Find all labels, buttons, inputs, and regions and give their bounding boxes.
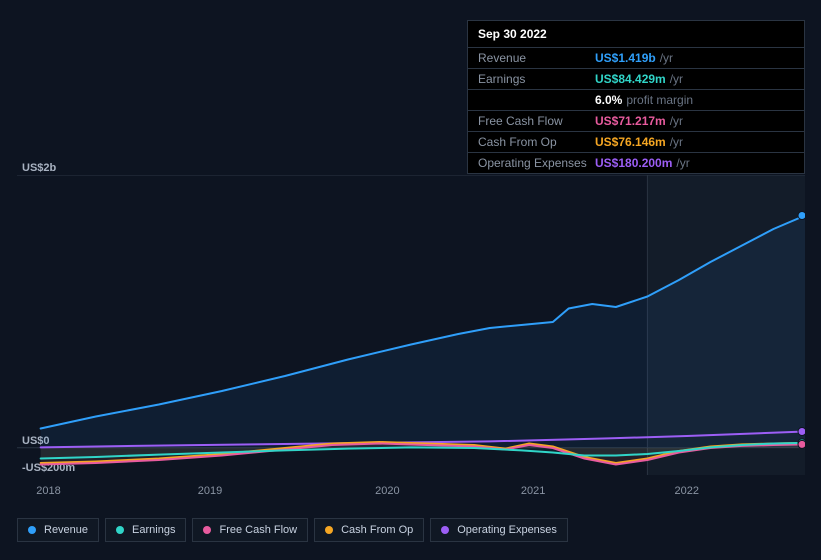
tooltip-value-wrap: US$1.419b/yr <box>595 51 673 65</box>
tooltip-row: 6.0% profit margin <box>468 90 804 111</box>
line-chart[interactable] <box>17 175 805 475</box>
tooltip-value-wrap: US$71.217m/yr <box>595 114 683 128</box>
tooltip-label: Cash From Op <box>478 135 595 149</box>
legend-label: Revenue <box>44 524 88 536</box>
legend-item[interactable]: Revenue <box>17 518 99 542</box>
tooltip-rows: RevenueUS$1.419b/yrEarningsUS$84.429m/yr… <box>468 48 804 173</box>
tooltip-label: Operating Expenses <box>478 156 595 170</box>
legend-label: Cash From Op <box>341 524 413 536</box>
tooltip-row: Free Cash FlowUS$71.217m/yr <box>468 111 804 132</box>
tooltip-value: US$76.146m <box>595 135 666 149</box>
legend-item[interactable]: Earnings <box>105 518 186 542</box>
legend-item[interactable]: Free Cash Flow <box>192 518 308 542</box>
tooltip-unit: /yr <box>670 114 683 128</box>
x-axis-labels: 2018 2019 2020 2021 2022 <box>17 485 805 505</box>
tooltip-value: US$84.429m <box>595 72 666 86</box>
tooltip-row: Operating ExpensesUS$180.200m/yr <box>468 153 804 173</box>
tooltip-unit: /yr <box>660 51 673 65</box>
tooltip-extra-value: 6.0% <box>595 93 622 107</box>
tooltip-row: EarningsUS$84.429m/yr <box>468 69 804 90</box>
legend-dot-icon <box>28 526 36 534</box>
legend-item[interactable]: Operating Expenses <box>430 518 568 542</box>
tooltip-value: US$71.217m <box>595 114 666 128</box>
tooltip-value-wrap: US$180.200m/yr <box>595 156 690 170</box>
legend-dot-icon <box>441 526 449 534</box>
tooltip-row: Cash From OpUS$76.146m/yr <box>468 132 804 153</box>
legend-label: Operating Expenses <box>457 524 557 536</box>
tooltip-value-wrap: US$84.429m/yr <box>595 72 683 86</box>
hover-tooltip: Sep 30 2022 RevenueUS$1.419b/yrEarningsU… <box>467 20 805 174</box>
tooltip-unit: /yr <box>676 156 689 170</box>
legend-dot-icon <box>325 526 333 534</box>
legend-label: Free Cash Flow <box>219 524 297 536</box>
x-axis-label: 2019 <box>198 485 222 497</box>
tooltip-value-wrap: US$76.146m/yr <box>595 135 683 149</box>
tooltip-label: Free Cash Flow <box>478 114 595 128</box>
tooltip-value: US$180.200m <box>595 156 672 170</box>
legend-dot-icon <box>116 526 124 534</box>
x-axis-label: 2020 <box>375 485 399 497</box>
chart-area: US$2bUS$0-US$200m <box>17 160 805 480</box>
legend-dot-icon <box>203 526 211 534</box>
tooltip-extra-unit: profit margin <box>626 93 693 107</box>
legend-item[interactable]: Cash From Op <box>314 518 424 542</box>
tooltip-unit: /yr <box>670 72 683 86</box>
legend-label: Earnings <box>132 524 175 536</box>
tooltip-value: US$1.419b <box>595 51 656 65</box>
legend: Revenue Earnings Free Cash Flow Cash From O… <box>17 518 568 542</box>
x-axis-label: 2021 <box>521 485 545 497</box>
tooltip-row: RevenueUS$1.419b/yr <box>468 48 804 69</box>
tooltip-label: Earnings <box>478 72 595 86</box>
x-axis-label: 2022 <box>675 485 699 497</box>
tooltip-unit: /yr <box>670 135 683 149</box>
x-axis-label: 2018 <box>36 485 60 497</box>
y-axis-label: US$2b <box>22 162 56 174</box>
tooltip-label: Revenue <box>478 51 595 65</box>
tooltip-date: Sep 30 2022 <box>468 21 804 48</box>
